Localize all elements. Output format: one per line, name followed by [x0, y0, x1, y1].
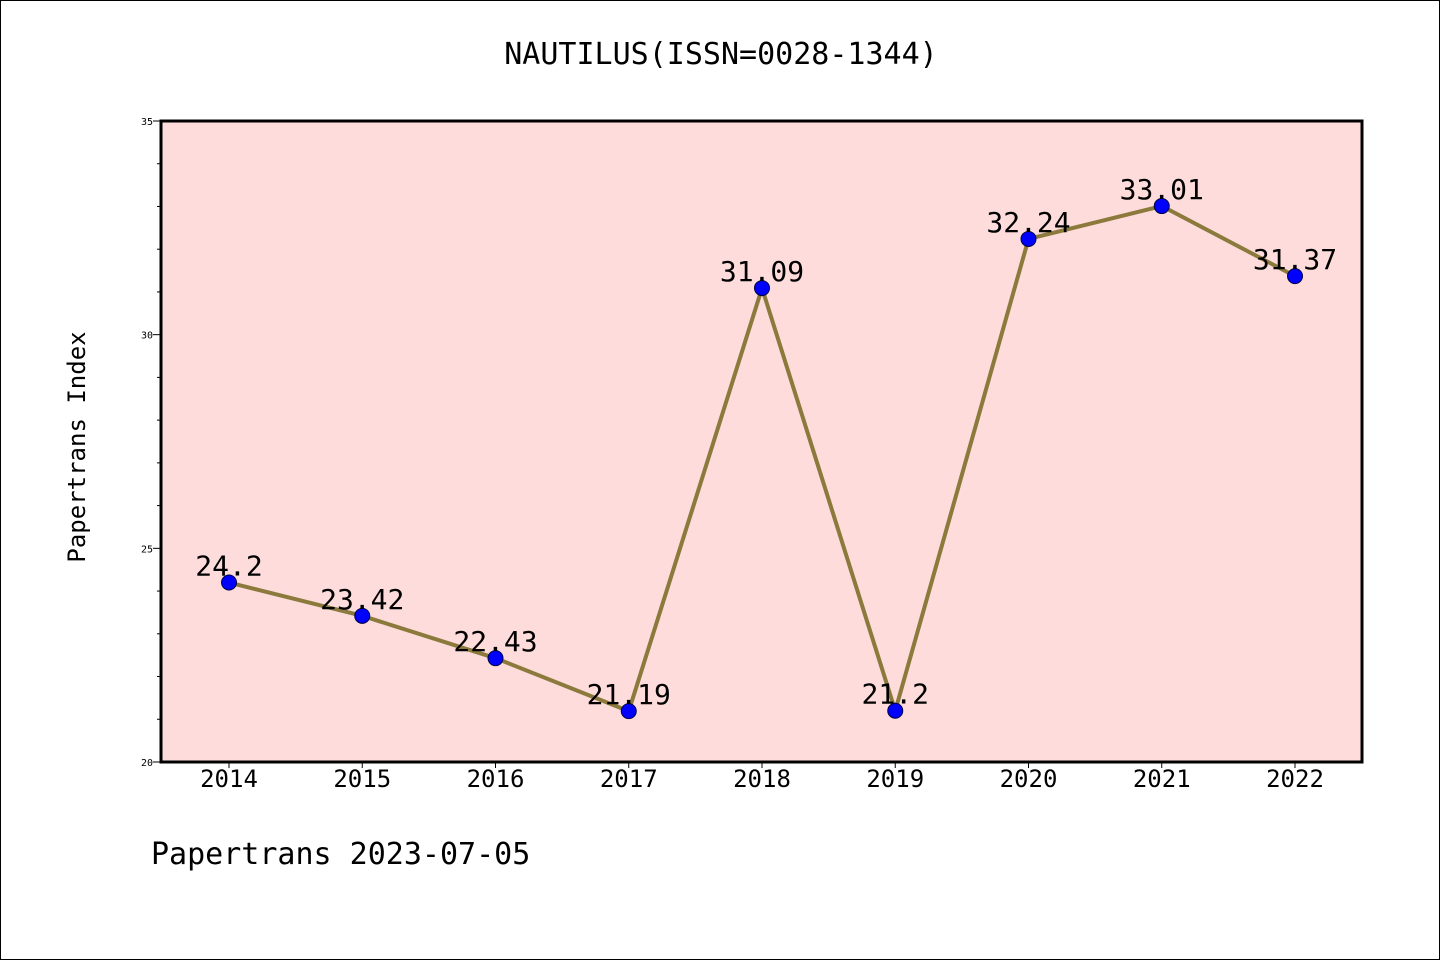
x-tick-label: 2016: [467, 765, 525, 793]
y-tick-label: 30: [141, 331, 153, 342]
data-point: [1020, 230, 1037, 247]
data-point: [221, 574, 237, 591]
x-tick-label: 2017: [600, 765, 658, 793]
x-tick-label: 2021: [1133, 765, 1191, 793]
x-tick-label: 2020: [1000, 765, 1058, 793]
data-label: 24.2: [195, 550, 262, 583]
x-tick-label: 2019: [866, 765, 924, 793]
data-label: 31.09: [720, 255, 804, 288]
x-tick-label: 2015: [333, 765, 391, 793]
data-point: [887, 702, 904, 719]
plot-border: [159, 119, 1364, 764]
data-label: 32.24: [986, 206, 1070, 239]
data-label: 22.43: [453, 625, 537, 658]
data-label: 21.19: [587, 678, 671, 711]
y-tick-label: 20: [141, 758, 153, 769]
x-tick-label: 2018: [733, 765, 791, 793]
data-point: [754, 280, 770, 297]
y-tick-label: 35: [141, 117, 153, 128]
footer-date: Papertrans 2023-07-05: [151, 837, 531, 872]
data-label: 23.42: [320, 583, 404, 616]
data-point: [487, 650, 504, 667]
data-point: [1153, 198, 1170, 215]
data-label: 33.01: [1120, 173, 1204, 206]
data-label: 21.2: [862, 678, 929, 711]
chart-title: NAUTILUS(ISSN=0028-1344): [504, 37, 938, 72]
x-tick-label: 2014: [200, 765, 258, 793]
data-point: [620, 703, 637, 720]
data-point: [1287, 268, 1303, 285]
plot-area: [161, 121, 1362, 762]
y-tick-label: 25: [141, 544, 153, 555]
data-point: [354, 607, 371, 624]
data-label: 31.37: [1253, 243, 1337, 276]
x-tick-label: 2022: [1266, 765, 1324, 793]
